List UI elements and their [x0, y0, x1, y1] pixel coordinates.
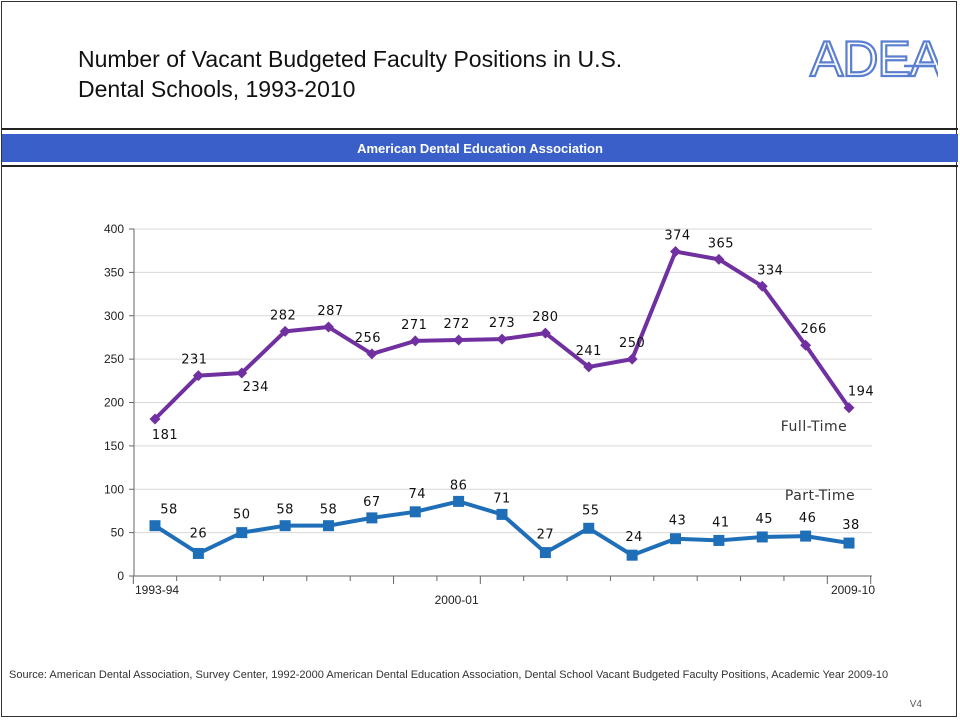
x-tick-label: 2000-01	[435, 593, 479, 607]
part-time-marker	[670, 533, 681, 545]
part-time-marker	[843, 537, 855, 549]
full-time-marker	[670, 246, 681, 258]
part-time-data-label: 45	[755, 512, 773, 527]
full-time-marker	[323, 321, 334, 333]
part-time-data-label: 27	[537, 528, 555, 543]
full-time-marker	[496, 333, 508, 345]
y-tick-label: 0	[117, 569, 124, 583]
full-time-marker	[192, 370, 204, 382]
full-time-marker	[366, 348, 378, 360]
source-note: Source: American Dental Association, Sur…	[9, 669, 889, 681]
vacancy-chart: 0 50 100 150 200 250 300 350 400 1993-94 2000-01 20…	[104, 222, 875, 607]
part-time-marker	[756, 531, 768, 543]
full-time-data-label: 194	[848, 385, 874, 400]
part-time-marker	[453, 495, 465, 507]
full-time-data-label: 250	[619, 336, 645, 351]
full-time-data-label: 266	[800, 322, 826, 337]
full-time-marker	[236, 367, 248, 379]
full-time-data-label: 374	[664, 229, 690, 244]
full-time-data-label: 365	[708, 236, 734, 251]
full-time-data-label: 273	[489, 316, 515, 331]
part-time-series-label: Part-Time	[785, 488, 855, 504]
part-time-marker	[409, 506, 421, 518]
full-time-marker	[409, 335, 421, 347]
slide-title: Number of Vacant Budgeted Faculty Positi…	[78, 44, 758, 104]
y-tick-label: 150	[104, 439, 124, 453]
full-time-data-label: 271	[401, 318, 427, 333]
part-time-marker	[279, 520, 291, 532]
part-time-marker	[800, 530, 812, 542]
part-time-data-label: 86	[450, 478, 468, 493]
full-time-data-label: 272	[443, 317, 469, 332]
y-tick-label: 50	[111, 526, 125, 540]
full-time-marker	[539, 327, 551, 339]
part-time-marker	[713, 534, 725, 546]
part-time-data-label: 58	[320, 503, 338, 518]
full-time-data-label: 334	[757, 263, 783, 278]
y-tick-label: 350	[104, 265, 124, 279]
full-time-marker	[583, 361, 595, 373]
title-line-1: Number of Vacant Budgeted Faculty Positi…	[78, 46, 623, 72]
full-time-data-label: 282	[270, 308, 296, 323]
full-time-data-label: 181	[152, 428, 178, 443]
y-tick-label: 300	[104, 309, 124, 323]
part-time-marker	[149, 520, 161, 532]
part-time-marker	[366, 512, 378, 524]
adea-logo-text: ADEA	[810, 31, 938, 86]
header-rule-bottom	[2, 165, 958, 167]
part-time-data-label: 46	[799, 511, 817, 526]
part-time-marker	[539, 547, 551, 559]
adea-logo: ADEA	[809, 30, 938, 86]
part-time-data-label: 58	[160, 503, 178, 518]
part-time-data-label: 50	[233, 508, 251, 523]
y-tick-label: 100	[104, 482, 124, 496]
full-time-marker	[800, 339, 812, 351]
part-time-data-label: 38	[842, 518, 860, 533]
full-time-marker	[756, 280, 768, 292]
full-time-marker	[149, 413, 161, 425]
x-tick-label: 1993-94	[135, 583, 179, 597]
full-time-data-label: 280	[532, 310, 558, 325]
full-time-data-label: 256	[355, 331, 381, 346]
full-time-marker	[453, 334, 465, 346]
full-time-marker	[843, 402, 855, 414]
part-time-marker	[496, 508, 508, 520]
version-label: V4	[909, 699, 922, 710]
full-time-data-label: 241	[576, 344, 602, 359]
association-band: American Dental Education Association	[2, 134, 958, 162]
full-time-data-label: 287	[317, 304, 343, 319]
full-time-data-label: 231	[181, 353, 207, 368]
full-time-marker	[626, 353, 638, 365]
part-time-marker	[192, 547, 204, 559]
part-time-marker	[626, 549, 638, 561]
part-time-data-label: 43	[669, 514, 687, 529]
part-time-data-label: 41	[712, 515, 730, 530]
header-rule-top	[2, 128, 958, 130]
part-time-data-label: 58	[276, 503, 294, 518]
part-time-data-label: 67	[363, 495, 381, 510]
part-time-data-label: 55	[582, 503, 600, 518]
part-time-marker	[236, 527, 248, 539]
full-time-marker	[713, 253, 725, 265]
part-time-data-label: 74	[408, 487, 426, 502]
y-tick-label: 250	[104, 352, 124, 366]
full-time-series-label: Full-Time	[781, 419, 847, 435]
y-tick-label: 200	[104, 396, 124, 410]
full-time-data-label: 234	[243, 380, 269, 395]
part-time-marker	[323, 520, 334, 532]
part-time-marker	[583, 522, 595, 534]
y-tick-label: 400	[104, 222, 124, 236]
part-time-data-label: 71	[493, 491, 511, 506]
x-tick-label: 2009-10	[831, 583, 875, 597]
part-time-data-label: 26	[190, 526, 208, 541]
title-line-2: Dental Schools, 1993-2010	[78, 76, 356, 102]
part-time-data-label: 24	[625, 530, 643, 545]
full-time-marker	[279, 325, 291, 337]
